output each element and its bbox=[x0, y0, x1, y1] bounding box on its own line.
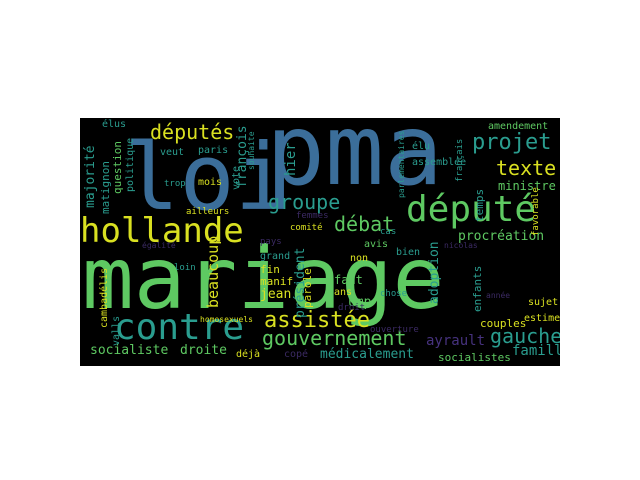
word-socialistes: socialistes bbox=[438, 351, 511, 364]
word-francais: français bbox=[455, 138, 465, 182]
word-egalite: égalité bbox=[142, 241, 176, 250]
word-pma: pma bbox=[266, 118, 444, 208]
word-veut: veut bbox=[160, 147, 185, 158]
word-gauche: gauche bbox=[490, 324, 560, 348]
word-socialiste: socialiste bbox=[90, 343, 169, 358]
word-pays: pays bbox=[260, 237, 282, 247]
word-non: non bbox=[350, 253, 369, 264]
word-medicalement: médicalement bbox=[320, 347, 414, 362]
word-hollande: hollande bbox=[80, 211, 244, 251]
word-projet: projet bbox=[472, 130, 552, 155]
word-ayrault: ayrault bbox=[426, 333, 486, 349]
word-elu: élu bbox=[412, 141, 431, 152]
word-deja: déjà bbox=[236, 349, 261, 360]
word-droit: droit bbox=[338, 303, 366, 313]
word-valls: valls bbox=[111, 315, 122, 346]
word-mariage: mariage bbox=[82, 229, 445, 329]
word-parlementaires: parlementaires bbox=[397, 130, 406, 198]
word-groupe: groupe bbox=[268, 190, 341, 214]
word-famille: famille bbox=[512, 343, 560, 359]
word-majorite: majorité bbox=[83, 145, 98, 208]
word-ministre: ministre bbox=[498, 179, 556, 193]
word-temps: temps bbox=[473, 188, 486, 222]
word-hier: hier bbox=[283, 142, 299, 176]
word-enfants: enfants bbox=[471, 265, 484, 312]
word-manif: manif bbox=[260, 275, 294, 288]
word-question: question bbox=[111, 141, 124, 194]
word-parole: parole bbox=[301, 268, 314, 308]
word-procreation: procréation bbox=[458, 229, 545, 244]
word-estime: estime bbox=[524, 313, 560, 324]
word-fin: fin bbox=[260, 263, 280, 276]
word-bien: bien bbox=[396, 247, 421, 258]
word-couples: couples bbox=[480, 317, 527, 330]
word-matignon: matignon bbox=[99, 161, 112, 214]
word-deputes: députés bbox=[150, 120, 235, 144]
word-paris: paris bbox=[198, 145, 229, 156]
word-mois: mois bbox=[198, 177, 223, 188]
word-ailleurs: ailleurs bbox=[186, 207, 230, 217]
word-cloud: mariage pma loi député hollande contre d… bbox=[80, 118, 560, 366]
word-trop: trop bbox=[164, 179, 186, 189]
word-annee: année bbox=[486, 291, 511, 300]
word-droite: droite bbox=[180, 343, 227, 358]
word-ouverture: ouverture bbox=[370, 325, 419, 335]
word-depute: député bbox=[406, 189, 537, 230]
word-debat: débat bbox=[334, 212, 395, 236]
word-ump: ump bbox=[348, 295, 372, 310]
word-comite: comité bbox=[290, 223, 323, 233]
word-amendement: amendement bbox=[488, 121, 549, 132]
word-cambadelis: cambadélis bbox=[99, 267, 110, 328]
word-femmes: femmes bbox=[296, 211, 329, 221]
word-cas: cas bbox=[380, 227, 397, 237]
word-cope: copé bbox=[284, 349, 309, 360]
word-gouvernement: gouvernement bbox=[262, 326, 407, 350]
word-beaucoup: beaucoup bbox=[204, 235, 222, 308]
word-loi: loi bbox=[124, 124, 291, 231]
word-avis: avis bbox=[364, 239, 389, 250]
word-homosexuels: homosexuels bbox=[200, 315, 253, 324]
word-grand: grand bbox=[260, 251, 291, 262]
word-politique: politique bbox=[125, 137, 136, 192]
word-loin: loin bbox=[174, 263, 196, 273]
word-assemblee: assemblée bbox=[412, 157, 467, 168]
word-ans: ans bbox=[334, 287, 353, 298]
word-chose: chose bbox=[380, 289, 408, 299]
word-assistee: assistée bbox=[264, 308, 370, 333]
word-texte: texte bbox=[496, 156, 557, 180]
word-elus: élus bbox=[102, 119, 127, 130]
word-favorable: favorable bbox=[531, 187, 541, 236]
word-faut: faut bbox=[334, 273, 363, 287]
word-sujet: sujet bbox=[528, 297, 559, 308]
word-souhaite: souhaite bbox=[247, 131, 256, 170]
word-contre: contre bbox=[114, 307, 245, 348]
word-jean: jean bbox=[260, 287, 292, 302]
word-nicolas: nicolas bbox=[444, 241, 478, 250]
word-vote: vote bbox=[231, 165, 242, 190]
word-adoption: adoption bbox=[427, 241, 442, 304]
